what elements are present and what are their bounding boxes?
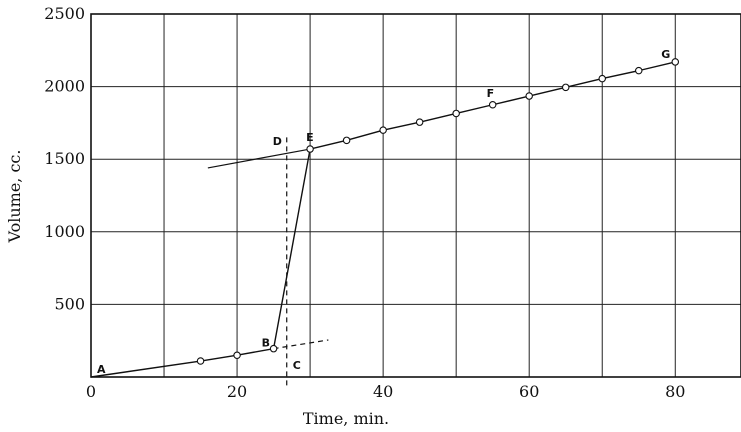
data-point (342, 136, 351, 145)
data-point (598, 74, 606, 83)
x-tick-label: 80 (665, 382, 685, 401)
y-tick-label: 500 (54, 294, 85, 313)
data-point (561, 83, 570, 92)
point-labels: A B C D E F G (97, 48, 670, 376)
x-tick-label: 20 (227, 382, 247, 401)
data-point (269, 344, 278, 353)
point-label: B (262, 337, 270, 350)
y-tick-label: 2000 (44, 77, 85, 96)
x-axis-title: Time, min. (303, 409, 389, 428)
point-label: E (306, 131, 314, 144)
extrapolation-line (273, 339, 329, 350)
data-point (452, 109, 460, 118)
data-point (635, 66, 643, 75)
x-tick-label: 60 (519, 382, 539, 401)
data-point (415, 118, 424, 126)
y-axis-title: Volume, cc. (5, 150, 24, 244)
y-tick-label: 1500 (44, 149, 85, 168)
y-tick-label: 1000 (44, 222, 85, 241)
tick-labels: 0 20 40 60 80 500 1000 1500 2000 2500 (44, 4, 685, 401)
data-point (525, 92, 533, 100)
grid-layer (91, 13, 741, 377)
data-point (488, 101, 497, 109)
point-label: D (273, 135, 282, 148)
point-label: F (487, 87, 495, 100)
x-tick-label: 0 (86, 382, 96, 401)
data-point (671, 58, 680, 66)
point-label: A (97, 363, 106, 376)
point-label: G (661, 48, 670, 61)
y-tick-label: 2500 (44, 4, 85, 23)
data-point (306, 145, 314, 153)
data-point (233, 351, 241, 359)
plot-frame (90, 13, 741, 378)
data-point (379, 126, 387, 134)
extrapolation-line (207, 148, 311, 169)
x-tick-label: 40 (373, 382, 393, 401)
point-label: C (293, 359, 301, 372)
data-markers (196, 58, 680, 365)
data-point (196, 357, 205, 365)
